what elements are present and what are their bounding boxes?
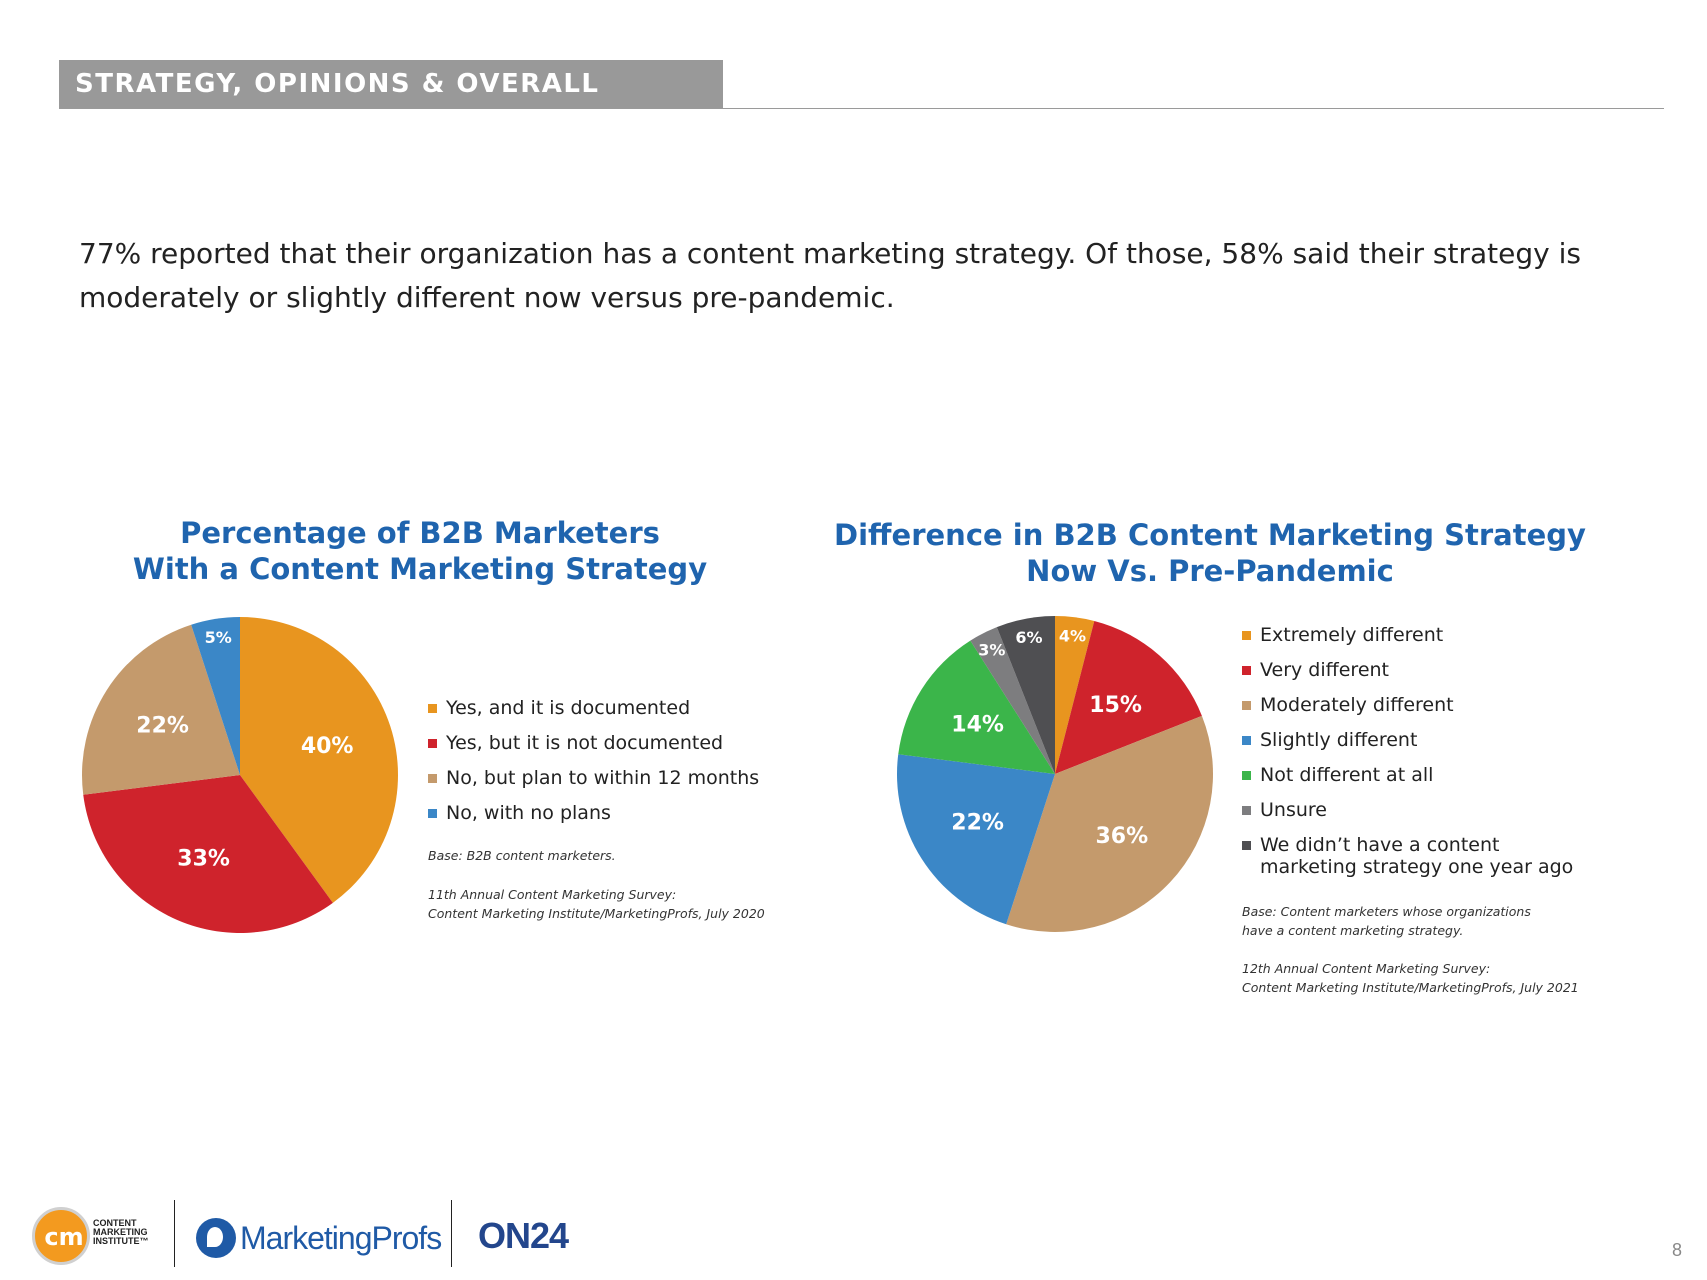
chart1-base-note: Base: B2B content marketers. (428, 846, 616, 865)
legend-label: No, with no plans (446, 802, 611, 824)
page-number: 8 (1672, 1240, 1683, 1260)
pie-slice (82, 624, 240, 795)
pie-slice (83, 775, 333, 933)
pie-slice (1006, 715, 1213, 932)
chart2-base-line: have a content marketing strategy. (1242, 923, 1464, 938)
legend-swatch (1242, 841, 1251, 850)
legend-label: Not different at all (1260, 764, 1434, 786)
legend-swatch (1242, 666, 1251, 675)
pie-slice (996, 616, 1055, 774)
legend-label: Extremely different (1260, 624, 1444, 646)
header-divider (59, 108, 1664, 109)
cmi-logo-circle: cm (32, 1207, 90, 1265)
pie-slice-label: 33% (177, 847, 230, 872)
pie-slice-label: 15% (1089, 693, 1142, 718)
chart2-title: Difference in B2B Content Marketing Stra… (830, 517, 1590, 589)
chart2-title-line: Now Vs. Pre-Pandemic (1026, 554, 1394, 588)
chart1-title-line: With a Content Marketing Strategy (132, 552, 708, 586)
legend-label: We didn’t have a content (1260, 834, 1500, 856)
on24-logo: ON24 (478, 1215, 569, 1256)
legend-item: Extremely different (1242, 624, 1622, 646)
legend-item: No, with no plans (428, 802, 808, 824)
chart1-legend: Yes, and it is documented Yes, but it is … (428, 697, 808, 837)
footer-divider (174, 1200, 175, 1267)
legend-swatch (428, 774, 437, 783)
pie-slice (970, 627, 1055, 774)
cmi-logo-line: MARKETING (93, 1227, 148, 1237)
cmi-logo-mark: cm (44, 1223, 84, 1251)
pie-slice (898, 640, 1055, 774)
pie-slice-label: 40% (301, 734, 354, 759)
marketingprofs-logo-text: MarketingProfs (240, 1220, 442, 1256)
chart2-legend: Extremely different Very different Moderat… (1242, 624, 1622, 891)
legend-label: Moderately different (1260, 694, 1454, 716)
legend-item: No, but plan to within 12 months (428, 767, 808, 789)
legend-item: Very different (1242, 659, 1622, 681)
marketingprofs-icon (196, 1218, 236, 1258)
legend-label: marketing strategy one year ago (1260, 856, 1574, 878)
pie-slice-label: 22% (136, 713, 189, 738)
legend-swatch (428, 704, 437, 713)
legend-item: Slightly different (1242, 729, 1622, 751)
legend-label: Unsure (1260, 799, 1327, 821)
legend-swatch (428, 809, 437, 818)
footer-divider (451, 1200, 452, 1267)
chart2-pie: 4% 15% 36% 22% 14% 3% 6% (897, 616, 1213, 932)
legend-label: No, but plan to within 12 months (446, 767, 760, 789)
pie-slice-label: 36% (1095, 824, 1148, 849)
chart1-source-note: 11th Annual Content Marketing Survey: Co… (428, 885, 765, 923)
chart2-title-line: Difference in B2B Content Marketing Stra… (834, 518, 1586, 552)
pie-slice-label: 4% (1059, 627, 1086, 646)
intro-text: 77% reported that their organization has… (79, 237, 1581, 314)
legend-item: We didn’t have a content marketing strate… (1242, 834, 1622, 878)
pie-slice-label: 6% (1015, 628, 1042, 647)
pie-slice-label: 22% (951, 811, 1004, 836)
cmi-logo-line: INSTITUTE™ (93, 1236, 149, 1246)
pie-slice-label: 3% (978, 641, 1005, 660)
chart1-source-line: Content Marketing Institute/MarketingPro… (428, 906, 765, 921)
section-banner: STRATEGY, OPINIONS & OVERALL SUCCESS (59, 60, 723, 148)
chart1-title-line: Percentage of B2B Marketers (180, 516, 660, 550)
pie-slice (1055, 620, 1202, 774)
pie-slice-label: 14% (951, 712, 1004, 737)
legend-item: Yes, but it is not documented (428, 732, 808, 754)
legend-item: Not different at all (1242, 764, 1622, 786)
legend-item: Moderately different (1242, 694, 1622, 716)
chart2-source-line: Content Marketing Institute/MarketingPro… (1242, 980, 1579, 995)
cmi-logo: cm CONTENT MARKETING INSTITUTE™ (32, 1207, 182, 1267)
cmi-logo-line: CONTENT (93, 1218, 137, 1228)
legend-item: Yes, and it is documented (428, 697, 808, 719)
legend-swatch (1242, 806, 1251, 815)
legend-swatch (1242, 736, 1251, 745)
pie-slice-label: 5% (205, 628, 232, 647)
chart1-base-line: Base: B2B content marketers. (428, 848, 616, 863)
pie-slice (191, 617, 240, 775)
chart2-source-note: 12th Annual Content Marketing Survey: Co… (1242, 959, 1579, 997)
chart1-title: Percentage of B2B Marketers With a Conte… (100, 515, 740, 587)
legend-swatch (1242, 771, 1251, 780)
chart1-source-line: 11th Annual Content Marketing Survey: (428, 887, 677, 902)
pie-slice (897, 754, 1055, 925)
chart2-source-line: 12th Annual Content Marketing Survey: (1242, 961, 1491, 976)
pie-slice (240, 617, 398, 903)
legend-label: Yes, and it is documented (446, 697, 691, 719)
cmi-logo-text: CONTENT MARKETING INSTITUTE™ (93, 1219, 149, 1246)
chart1-pie: 40% 33% 22% 5% (82, 617, 398, 933)
legend-label: Yes, but it is not documented (446, 732, 724, 754)
legend-swatch (1242, 701, 1251, 710)
chart2-base-note: Base: Content marketers whose organizati… (1242, 902, 1531, 940)
chart2-base-line: Base: Content marketers whose organizati… (1242, 904, 1531, 919)
legend-label: Very different (1260, 659, 1390, 681)
legend-swatch (1242, 631, 1251, 640)
legend-label: Slightly different (1260, 729, 1418, 751)
legend-swatch (428, 739, 437, 748)
legend-item: Unsure (1242, 799, 1622, 821)
pie-slice (1055, 616, 1095, 774)
